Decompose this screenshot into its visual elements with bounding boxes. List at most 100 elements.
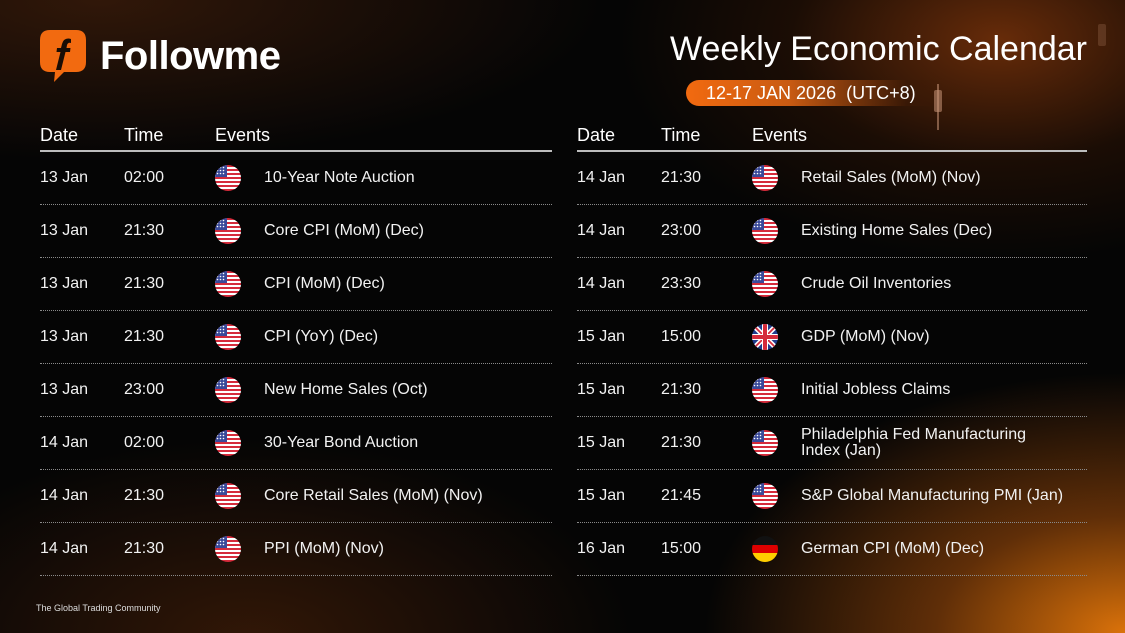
event-date: 13 Jan [40, 169, 89, 186]
event-cell: GDP (MoM) (Nov) [752, 324, 1087, 350]
event-cell: Core CPI (MoM) (Dec) [215, 218, 552, 244]
event-cell: Existing Home Sales (Dec) [752, 218, 1087, 244]
table-header: Date Time Events [577, 120, 1087, 152]
table-row: 14 Jan 21:30 Core Retail Sales (MoM) (No… [40, 470, 552, 523]
event-name: German CPI (MoM) (Dec) [801, 540, 985, 557]
event-name: 10-Year Note Auction [264, 169, 415, 186]
event-name: Retail Sales (MoM) (Nov) [801, 169, 981, 186]
us-flag-icon [752, 377, 778, 403]
event-date: 13 Jan [40, 222, 89, 239]
event-name: 30-Year Bond Auction [264, 434, 419, 451]
event-date: 14 Jan [40, 434, 89, 451]
table-row: 15 Jan 21:45 S&P Global Manufacturing PM… [577, 470, 1087, 523]
event-cell: 10-Year Note Auction [215, 165, 552, 191]
event-cell: PPI (MoM) (Nov) [215, 536, 552, 562]
event-cell: New Home Sales (Oct) [215, 377, 552, 403]
event-name: S&P Global Manufacturing PMI (Jan) [801, 487, 1064, 504]
brand-name: Followme [100, 33, 281, 78]
event-time: 21:45 [661, 487, 702, 504]
table-row: 14 Jan 23:30 Crude Oil Inventories [577, 258, 1087, 311]
us-flag-icon [752, 430, 778, 456]
event-time: 23:00 [661, 222, 702, 239]
us-flag-icon [752, 483, 778, 509]
table-header: Date Time Events [40, 120, 552, 152]
us-flag-icon [215, 483, 241, 509]
event-time: 02:00 [124, 169, 165, 186]
column-header-events: Events [215, 124, 271, 145]
column-header-date: Date [40, 124, 79, 145]
date-range-badge: 12-17 JAN 2026 (UTC+8) [686, 80, 946, 106]
event-cell: German CPI (MoM) (Dec) [752, 536, 1087, 562]
us-flag-icon [215, 536, 241, 562]
event-time: 15:00 [661, 328, 702, 345]
event-name: Crude Oil Inventories [801, 275, 952, 292]
event-date: 14 Jan [577, 169, 626, 186]
us-flag-icon [215, 430, 241, 456]
us-flag-icon [215, 271, 241, 297]
event-cell: Retail Sales (MoM) (Nov) [752, 165, 1087, 191]
event-cell: Crude Oil Inventories [752, 271, 1087, 297]
event-date: 14 Jan [40, 540, 89, 557]
event-name: New Home Sales (Oct) [264, 381, 428, 398]
event-time: 21:30 [124, 487, 165, 504]
us-flag-icon [215, 377, 241, 403]
event-date: 14 Jan [577, 275, 626, 292]
table-row: 14 Jan 21:30 PPI (MoM) (Nov) [40, 523, 552, 576]
table-row: 15 Jan 21:30 Philadelphia Fed Manufactur… [577, 417, 1087, 470]
events-table-left: Date Time Events 13 Jan 02:00 10-Year No… [40, 120, 552, 576]
event-name: Existing Home Sales (Dec) [801, 222, 993, 239]
us-flag-icon [752, 218, 778, 244]
table-row: 14 Jan 23:00 Existing Home Sales (Dec) [577, 205, 1087, 258]
events-table-right: Date Time Events 14 Jan 21:30 Retail Sal… [577, 120, 1087, 576]
event-date: 13 Jan [40, 328, 89, 345]
uk-flag-icon [752, 324, 778, 350]
event-name: GDP (MoM) (Nov) [801, 328, 930, 345]
event-time: 02:00 [124, 434, 165, 451]
table-row: 14 Jan 02:00 30-Year Bond Auction [40, 417, 552, 470]
page-title: Weekly Economic Calendar [670, 30, 1087, 68]
us-flag-icon [215, 165, 241, 191]
event-date: 15 Jan [577, 381, 626, 398]
column-header-date: Date [577, 124, 616, 145]
event-name: Initial Jobless Claims [801, 381, 951, 398]
us-flag-icon [752, 271, 778, 297]
event-cell: Philadelphia Fed Manufacturing Index (Ja… [752, 427, 1087, 459]
event-cell: CPI (MoM) (Dec) [215, 271, 552, 297]
table-row: 13 Jan 21:30 Core CPI (MoM) (Dec) [40, 205, 552, 258]
event-date: 14 Jan [40, 487, 89, 504]
germany-flag-icon [752, 536, 778, 562]
date-range-text: 12-17 JAN 2026 (UTC+8) [706, 82, 916, 103]
event-name: Core Retail Sales (MoM) (Nov) [264, 487, 483, 504]
table-row: 13 Jan 21:30 CPI (YoY) (Dec) [40, 311, 552, 364]
column-header-events: Events [752, 124, 808, 145]
event-time: 23:30 [661, 275, 702, 292]
brand-tagline: The Global Trading Community [36, 603, 161, 613]
followme-f-logo-icon [40, 30, 86, 82]
event-time: 21:30 [661, 381, 702, 398]
event-time: 21:30 [661, 169, 702, 186]
table-row: 13 Jan 02:00 10-Year Note Auction [40, 152, 552, 205]
candlestick-wick-decoration [937, 84, 939, 130]
event-time: 21:30 [124, 328, 165, 345]
event-name: PPI (MoM) (Nov) [264, 540, 384, 557]
event-time: 23:00 [124, 381, 165, 398]
event-time: 21:30 [661, 434, 702, 451]
event-name: CPI (YoY) (Dec) [264, 328, 379, 345]
event-date: 13 Jan [40, 381, 89, 398]
event-cell: CPI (YoY) (Dec) [215, 324, 552, 350]
event-time: 21:30 [124, 540, 165, 557]
table-row: 15 Jan 15:00 GDP (MoM) (Nov) [577, 311, 1087, 364]
column-header-time: Time [124, 124, 164, 145]
event-time: 21:30 [124, 222, 165, 239]
table-row: 14 Jan 21:30 Retail Sales (MoM) (Nov) [577, 152, 1087, 205]
event-date: 15 Jan [577, 328, 626, 345]
event-date: 16 Jan [577, 540, 626, 557]
us-flag-icon [215, 218, 241, 244]
event-name: Philadelphia Fed Manufacturing Index (Ja… [801, 426, 1027, 459]
candlestick-decoration [1098, 24, 1106, 46]
event-cell: S&P Global Manufacturing PMI (Jan) [752, 483, 1087, 509]
event-time: 21:30 [124, 275, 165, 292]
us-flag-icon [215, 324, 241, 350]
event-time: 15:00 [661, 540, 702, 557]
event-date: 14 Jan [577, 222, 626, 239]
